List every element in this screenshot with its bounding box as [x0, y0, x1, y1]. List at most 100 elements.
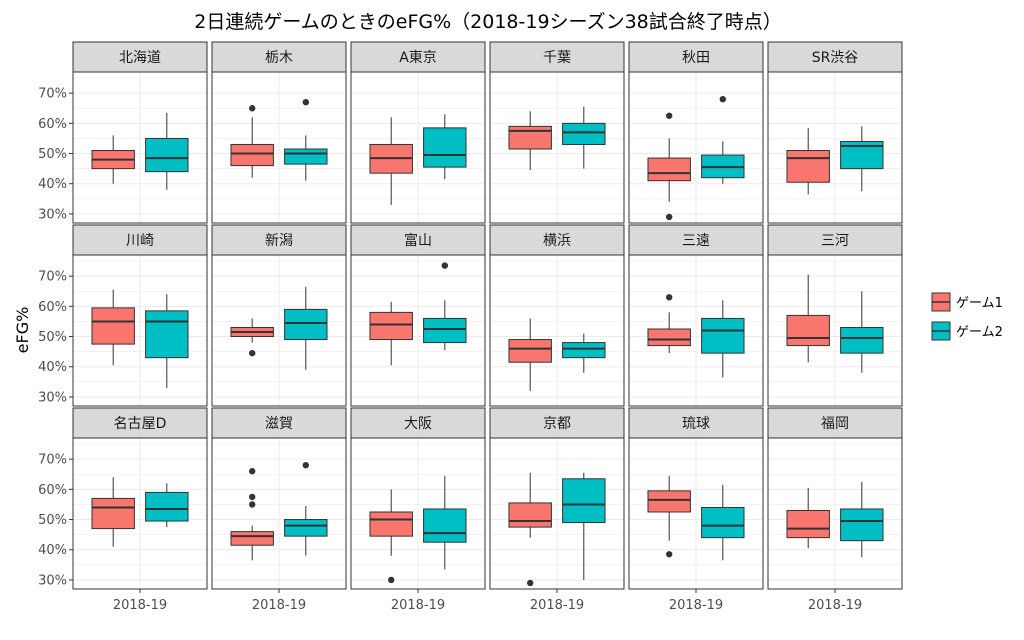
facet-strip — [72, 41, 208, 73]
y-tick-label: 40% — [38, 360, 67, 375]
y-tick-label: 50% — [38, 513, 67, 528]
facet-panel: 秋田 — [628, 41, 764, 224]
y-tick-label: 60% — [38, 483, 67, 498]
box-iqr — [508, 502, 552, 528]
outlier-point — [249, 468, 256, 475]
facet-strip-label: 北海道 — [119, 50, 161, 66]
box-1 — [786, 487, 830, 549]
box-iqr — [369, 511, 413, 537]
facet-strip-label: 三河 — [821, 233, 849, 249]
box-1 — [647, 112, 691, 221]
box-1 — [230, 318, 274, 357]
outlier-point — [249, 493, 256, 501]
box-iqr — [284, 519, 328, 537]
facet-panel: 大阪 2018-19 — [350, 407, 486, 613]
facet-panel: 栃木 — [211, 41, 347, 224]
facet-strip — [350, 41, 486, 73]
panel-border — [767, 254, 903, 407]
box-2 — [701, 95, 745, 184]
facet-panel: SR渋谷 — [767, 41, 903, 224]
box-iqr — [508, 125, 552, 150]
facet-strip — [489, 41, 625, 73]
y-tick-label: 50% — [38, 330, 67, 345]
box-iqr — [840, 326, 884, 354]
box-iqr — [230, 531, 274, 546]
facet-strip-label: 琉球 — [682, 416, 710, 432]
box-2 — [562, 472, 606, 580]
box-1 — [91, 477, 135, 547]
facet-strip-label: 名古屋D — [114, 416, 167, 432]
y-tick-label: 60% — [38, 117, 67, 132]
facet-strip — [72, 407, 208, 439]
box-iqr — [562, 478, 606, 524]
facet-strip — [767, 407, 903, 439]
x-tick-label: 2018-19 — [252, 598, 306, 613]
facet-strip — [211, 41, 347, 73]
facet-panel: 京都 2018-19 — [489, 407, 625, 613]
box-iqr — [145, 137, 189, 173]
legend-label: ゲーム2 — [956, 325, 1003, 340]
outlier-point — [441, 262, 448, 269]
y-tick-label: 40% — [38, 177, 67, 192]
box-2 — [840, 126, 884, 192]
facet-strip — [350, 407, 486, 439]
box-1 — [91, 135, 135, 184]
facet-panel: 横浜 — [489, 224, 625, 407]
panel-gridlines — [351, 255, 485, 406]
box-iqr — [786, 509, 830, 539]
box-1 — [230, 468, 274, 561]
x-tick-label: 2018-19 — [391, 598, 445, 613]
panel-border — [628, 254, 764, 407]
panel-gridlines — [490, 72, 624, 223]
outlier-point — [249, 349, 256, 357]
box-1 — [508, 472, 552, 587]
box-1 — [647, 475, 691, 558]
facet-strip — [211, 224, 347, 256]
box-2 — [840, 481, 884, 558]
box-iqr — [701, 317, 745, 354]
outlier-point — [527, 579, 534, 587]
facet-strip-label: 川崎 — [126, 233, 154, 249]
box-iqr — [562, 342, 606, 359]
facet-panel: 名古屋D 30% 40% 50% 60% 70% 2018-19 — [38, 407, 208, 613]
box-2 — [701, 300, 745, 378]
box-iqr — [284, 308, 328, 341]
facet-panel: 川崎 30% 40% 50% 60% 70% — [38, 224, 208, 407]
panel-gridlines — [768, 72, 902, 223]
facet-strip — [628, 407, 764, 439]
outlier-point — [666, 112, 673, 119]
box-iqr — [423, 317, 467, 344]
panel-border — [489, 254, 625, 407]
y-tick-label: 40% — [38, 543, 67, 558]
box-1 — [91, 289, 135, 366]
facet-strip-label: 千葉 — [543, 50, 571, 66]
box-2 — [145, 112, 189, 190]
x-tick-label: 2018-19 — [808, 598, 862, 613]
box-2 — [423, 114, 467, 180]
y-tick-label: 70% — [38, 87, 67, 102]
facet-strip-label: 栃木 — [265, 50, 293, 66]
box-2 — [840, 291, 884, 373]
legend-entry: ゲーム2 — [931, 321, 1003, 341]
facet-strip — [489, 407, 625, 439]
box-iqr — [840, 508, 884, 542]
y-tick-label: 60% — [38, 300, 67, 315]
box-1 — [647, 294, 691, 354]
outlier-point — [302, 99, 309, 106]
box-iqr — [508, 339, 552, 363]
facet-strip-label: 秋田 — [682, 50, 710, 66]
panel-border — [211, 71, 347, 224]
box-iqr — [647, 328, 691, 347]
box-iqr — [423, 127, 467, 168]
panel-gridlines — [490, 255, 624, 406]
box-iqr — [145, 491, 189, 522]
box-2 — [284, 99, 328, 181]
y-tick-label: 70% — [38, 453, 67, 468]
facet-strip-label: A東京 — [399, 50, 437, 66]
box-1 — [369, 301, 413, 366]
box-iqr — [369, 311, 413, 341]
box-1 — [786, 274, 830, 363]
facet-panel: 北海道 30% 40% 50% 60% 70% — [38, 41, 208, 224]
